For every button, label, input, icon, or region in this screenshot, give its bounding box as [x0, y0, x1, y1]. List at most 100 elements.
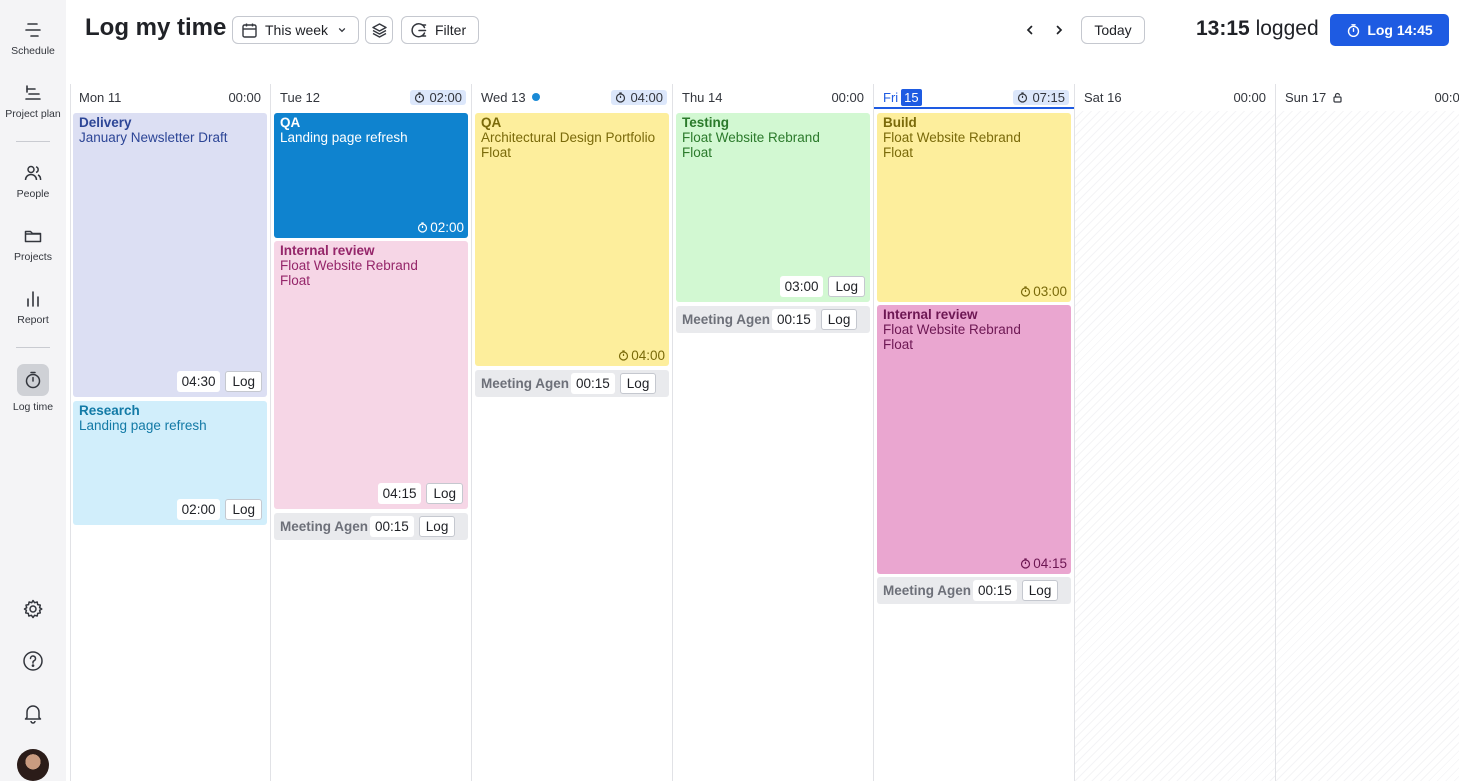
- gear-icon: [23, 599, 43, 619]
- sidebar-item-schedule[interactable]: Schedule: [0, 20, 66, 57]
- time-input[interactable]: 00:15: [370, 516, 414, 537]
- task-project: January Newsletter Draft: [79, 130, 228, 145]
- log-all-button[interactable]: Log 14:45: [1330, 14, 1449, 46]
- calendar-icon: [242, 23, 257, 38]
- task-title: Research: [79, 403, 140, 418]
- filter-label: Filter: [435, 22, 467, 38]
- log-button[interactable]: Log: [820, 309, 858, 330]
- chevron-down-icon: [338, 28, 346, 33]
- meeting-row[interactable]: Meeting Agenda 00:15 Log: [877, 577, 1071, 604]
- log-button[interactable]: Log: [225, 499, 262, 520]
- today-button[interactable]: Today: [1081, 16, 1145, 44]
- sidebar-divider: [16, 347, 50, 348]
- day-total-value: 04:00: [630, 89, 663, 105]
- log-button[interactable]: Log: [619, 373, 657, 394]
- task-title: Internal review: [280, 243, 375, 258]
- meeting-row[interactable]: Meeting Agenda 00:15 Log: [676, 306, 870, 333]
- column-divider: [70, 84, 71, 781]
- time-input[interactable]: 04:30: [176, 371, 221, 392]
- column-divider: [471, 84, 472, 781]
- day-total: 02:00: [410, 89, 466, 105]
- meeting-row[interactable]: Meeting Agenda 00:15 Log: [475, 370, 669, 397]
- stopwatch-icon: [1348, 23, 1360, 37]
- task-project: Float Website Rebrand: [883, 322, 1021, 337]
- sidebar-item-report[interactable]: Report: [0, 289, 66, 326]
- task-project: Float Website Rebrand: [682, 130, 820, 145]
- task-project: Float Website Rebrand: [883, 130, 1021, 145]
- lock-icon: [1333, 92, 1342, 103]
- today-badge: 15: [901, 88, 922, 106]
- log-button[interactable]: Log: [418, 516, 456, 537]
- range-select-value: This week: [265, 22, 329, 38]
- log-button[interactable]: Log: [225, 371, 262, 392]
- logged-total: 13:15 logged: [1196, 17, 1319, 41]
- day-total: 00:00: [831, 89, 864, 105]
- avatar[interactable]: [17, 749, 49, 781]
- log-button[interactable]: Log: [828, 276, 865, 297]
- log-button[interactable]: Log: [1021, 580, 1059, 601]
- day-total: 07:15: [1013, 89, 1069, 105]
- page-title: Log my time: [85, 14, 227, 41]
- task-card[interactable]: Testing Float Website Rebrand Float 03:0…: [676, 113, 870, 302]
- day-total: 00:00: [228, 89, 261, 105]
- meeting-row[interactable]: Meeting Agenda 00:15 Log: [274, 513, 468, 540]
- time-input[interactable]: 00:15: [772, 309, 816, 330]
- sidebar-item-projects[interactable]: Projects: [0, 226, 66, 263]
- log-all-label: Log 14:45: [1367, 22, 1433, 38]
- range-select[interactable]: This week: [232, 16, 359, 44]
- settings-button[interactable]: [20, 596, 46, 622]
- sidebar: Schedule Project plan People Projects Re…: [0, 0, 66, 781]
- task-card[interactable]: QA Architectural Design Portfolio Float …: [475, 113, 669, 366]
- log-button[interactable]: Log: [426, 483, 463, 504]
- time-input[interactable]: 00:15: [571, 373, 615, 394]
- sidebar-item-project-plan[interactable]: Project plan: [0, 83, 66, 120]
- day-header-mon: Mon 11 00:00: [70, 84, 270, 110]
- sidebar-divider: [16, 141, 50, 142]
- task-title: Delivery: [79, 115, 132, 130]
- stopwatch-icon: [415, 91, 425, 103]
- day-header-fri: Fri 15 07:15: [874, 84, 1074, 110]
- time-input[interactable]: 03:00: [779, 276, 824, 297]
- help-button[interactable]: [20, 648, 46, 674]
- day-total-value: 02:00: [429, 89, 462, 105]
- today-underline: [874, 107, 1074, 109]
- task-card[interactable]: Internal review Float Website Rebrand Fl…: [274, 241, 468, 509]
- logged-time: 02:00: [430, 220, 464, 235]
- task-card[interactable]: Delivery January Newsletter Draft 04:30 …: [73, 113, 267, 397]
- task-project: Float Website Rebrand: [280, 258, 418, 273]
- task-card[interactable]: QA Landing page refresh 02:00: [274, 113, 468, 238]
- meeting-label: Meeting Agenda: [280, 519, 368, 534]
- bell-icon: [24, 705, 42, 724]
- active-indicator: [17, 364, 49, 396]
- people-icon: [24, 165, 42, 181]
- day-name: Tue 12: [280, 89, 320, 105]
- logged-time: 04:15: [1033, 556, 1067, 571]
- stopwatch-icon: [619, 350, 629, 361]
- next-week-button[interactable]: [1050, 21, 1068, 39]
- stopwatch-icon: [616, 91, 626, 103]
- task-title: QA: [280, 115, 301, 130]
- stopwatch-icon: [1021, 286, 1031, 297]
- time-input[interactable]: 04:15: [377, 483, 422, 504]
- meeting-label: Meeting Agenda: [883, 583, 971, 598]
- column-divider: [1074, 84, 1075, 781]
- chevron-left-icon: [1026, 25, 1033, 35]
- layers-icon: [371, 22, 387, 38]
- task-client: Float: [883, 337, 914, 352]
- task-card[interactable]: Research Landing page refresh 02:00 Log: [73, 401, 267, 525]
- layers-button[interactable]: [365, 16, 393, 44]
- time-input[interactable]: 00:15: [973, 580, 1017, 601]
- task-project: Landing page refresh: [79, 418, 207, 433]
- prev-week-button[interactable]: [1021, 21, 1039, 39]
- column-divider: [873, 84, 874, 781]
- time-input[interactable]: 02:00: [176, 499, 221, 520]
- notifications-button[interactable]: [20, 700, 46, 726]
- sidebar-item-people[interactable]: People: [0, 163, 66, 200]
- sidebar-item-log-time[interactable]: Log time: [0, 364, 66, 413]
- filter-button[interactable]: Filter: [401, 16, 479, 44]
- day-total-value: 07:15: [1032, 89, 1065, 105]
- task-card[interactable]: Internal review Float Website Rebrand Fl…: [877, 305, 1071, 574]
- folder-icon: [24, 230, 42, 243]
- stopwatch-icon: [25, 371, 41, 389]
- task-card[interactable]: Build Float Website Rebrand Float 03:00: [877, 113, 1071, 302]
